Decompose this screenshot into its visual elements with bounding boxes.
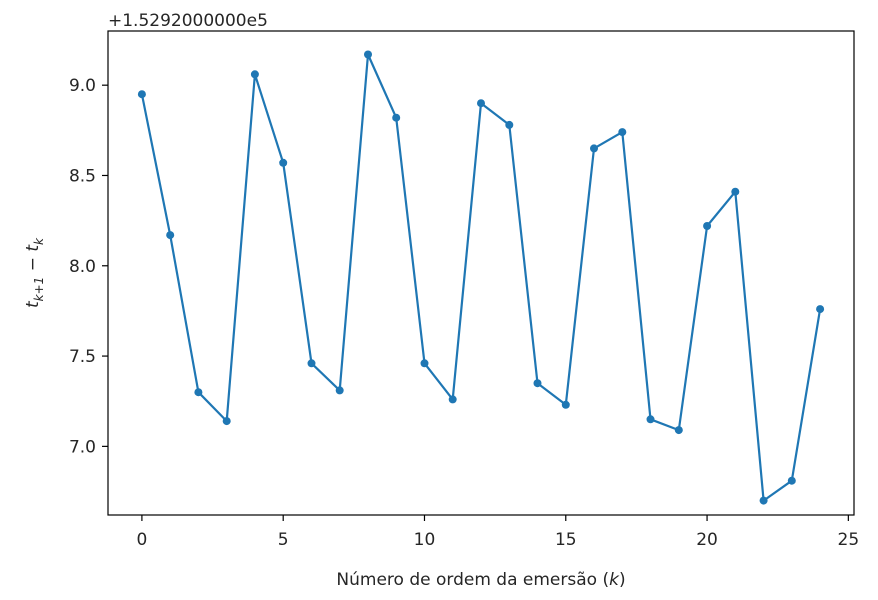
- y-axis-label: tk+1 − tk: [23, 237, 46, 308]
- data-point: [674, 426, 683, 435]
- data-point: [222, 417, 231, 426]
- data-point: [731, 187, 740, 196]
- y-tick-label: 9.0: [69, 76, 96, 96]
- plot-frame: [107, 30, 855, 516]
- x-tick-label: 20: [696, 530, 718, 550]
- offset-label: +1.5292000000e5: [108, 11, 268, 31]
- data-point: [505, 120, 514, 129]
- data-point: [646, 415, 655, 424]
- x-tick-label: 15: [555, 530, 577, 550]
- x-axis: 0 5 10 15 20 25: [136, 515, 859, 550]
- x-axis-label: Número de ordem da emersão (k): [336, 570, 625, 590]
- data-point: [448, 395, 457, 404]
- x-tick-label: 5: [278, 530, 289, 550]
- data-point: [816, 305, 825, 314]
- data-point: [533, 379, 542, 388]
- data-point: [307, 359, 316, 368]
- data-point: [759, 496, 768, 505]
- x-tick-label: 0: [136, 530, 147, 550]
- data-point: [561, 400, 570, 409]
- data-point: [703, 222, 712, 230]
- y-tick-label: 7.0: [69, 437, 96, 457]
- data-point: [194, 388, 203, 397]
- x-tick-label: 10: [414, 530, 436, 550]
- plot-area: 0 5 10 15 20 25 7.0 7.5 8.0 8.5 9.0: [69, 30, 859, 550]
- data-point: [420, 359, 429, 368]
- data-point: [137, 90, 146, 99]
- data-point: [166, 231, 175, 240]
- data-point: [618, 128, 627, 137]
- series-points: [137, 50, 825, 505]
- data-point: [335, 386, 344, 395]
- data-point: [279, 158, 288, 167]
- y-tick-label: 8.5: [69, 166, 96, 186]
- data-point: [590, 144, 598, 153]
- data-point: [392, 113, 401, 122]
- y-tick-label: 8.0: [69, 257, 96, 277]
- y-axis: 7.0 7.5 8.0 8.5 9.0: [69, 76, 108, 457]
- data-point: [364, 50, 372, 59]
- y-tick-label: 7.5: [69, 347, 96, 367]
- x-tick-label: 25: [838, 530, 860, 550]
- series-line: [140, 53, 822, 502]
- data-point: [477, 99, 485, 108]
- data-point: [787, 476, 796, 485]
- data-point: [250, 70, 259, 79]
